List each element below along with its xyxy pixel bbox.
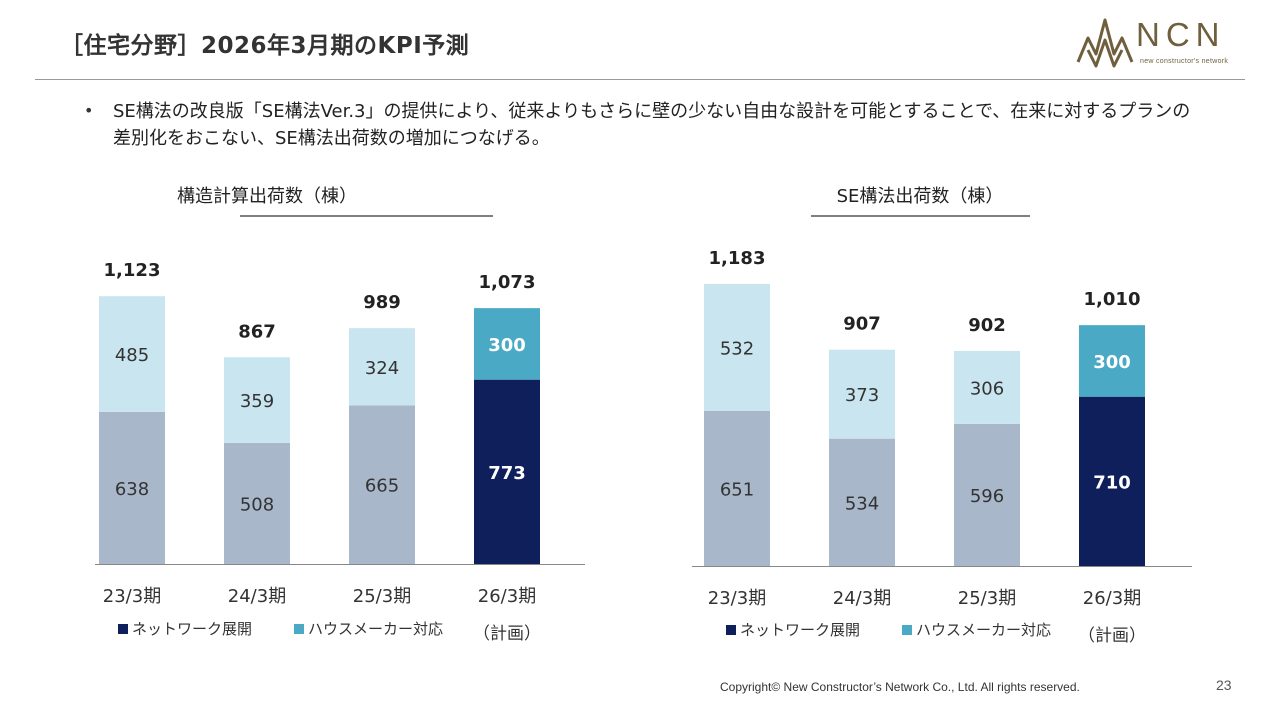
ncn-logo: NCN new constructor's network (1074, 10, 1250, 72)
chart-structural-calc-shipments: 構造計算出荷数（棟） 638 485 1,123 23/3期 508 359 867 24/3期… (95, 186, 585, 644)
bar-network (99, 411, 165, 564)
bar-network (224, 442, 290, 564)
logo-mark-icon (1076, 18, 1134, 68)
data-label-housemaker: 300 (1093, 352, 1131, 373)
chart-se-method-shipments: SE構法出荷数（棟） 651 532 1,183 23/3期 534 373 907 24/3期… (692, 186, 1192, 646)
bar-network (474, 379, 540, 564)
chart-title: 構造計算出荷数（棟） (177, 186, 357, 207)
total-label: 907 (843, 314, 881, 335)
copyright-notice: Copyright© New Constructor’s Network Co.… (720, 680, 1080, 694)
x-tick-label: 24/3期 (228, 586, 286, 607)
total-label: 1,123 (104, 260, 161, 281)
bar-housemaker (99, 296, 165, 412)
data-label-network: 651 (720, 479, 754, 500)
data-label-housemaker: 324 (365, 358, 399, 379)
x-tick-label: 23/3期 (708, 588, 766, 609)
bullet-text: SE構法の改良版「SE構法Ver.3」の提供により、従来よりもさらに壁の少ない自… (113, 101, 1191, 149)
bar-network (954, 423, 1020, 566)
bar-housemaker (474, 308, 540, 380)
data-label-network: 710 (1093, 472, 1131, 493)
x-tick-sublabel: （計画） (1078, 626, 1146, 646)
total-label: 867 (238, 321, 276, 342)
legend-label-housemaker: ハウスメーカー対応 (308, 620, 443, 638)
x-tick-label: 25/3期 (958, 588, 1016, 609)
data-label-housemaker: 373 (845, 385, 879, 406)
x-tick-sublabel: （計画） (473, 624, 541, 644)
chart-title: SE構法出荷数（棟） (837, 186, 1004, 207)
legend-swatch-network (118, 624, 128, 634)
bar-housemaker (1079, 325, 1145, 397)
bar-housemaker (954, 350, 1020, 424)
data-label-housemaker: 306 (970, 378, 1004, 399)
bar-housemaker (704, 283, 770, 411)
data-label-housemaker: 359 (240, 391, 274, 412)
total-label: 989 (363, 292, 401, 313)
data-label-network: 508 (240, 494, 274, 515)
page-number: 23 (1216, 677, 1232, 693)
bar-network (1079, 396, 1145, 566)
data-label-network: 665 (365, 476, 399, 497)
total-label: 1,073 (479, 272, 536, 293)
logo-text: NCN (1136, 16, 1226, 53)
data-label-housemaker: 532 (720, 338, 754, 359)
legend-label-network: ネットワーク展開 (132, 620, 252, 638)
total-label: 1,183 (709, 248, 766, 269)
legend-label-network: ネットワーク展開 (740, 621, 860, 639)
bar-network (704, 410, 770, 566)
data-label-housemaker: 485 (115, 345, 149, 366)
legend-swatch-housemaker (294, 624, 304, 634)
bar-housemaker (224, 357, 290, 443)
data-label-network: 596 (970, 486, 1004, 507)
x-tick-label: 25/3期 (353, 586, 411, 607)
bullet-marker: • (84, 101, 94, 120)
bar-network (349, 405, 415, 564)
data-label-network: 638 (115, 479, 149, 500)
legend-swatch-housemaker (902, 625, 912, 635)
bar-network (829, 438, 895, 566)
x-tick-label: 26/3期 (1083, 588, 1141, 609)
total-label: 1,010 (1084, 289, 1141, 310)
bar-housemaker (829, 349, 895, 439)
header-divider (35, 79, 1245, 80)
data-label-network: 534 (845, 493, 879, 514)
x-tick-label: 23/3期 (103, 586, 161, 607)
slide-title: ［住宅分野］2026年3月期のKPI予測 (60, 33, 470, 59)
x-tick-label: 24/3期 (833, 588, 891, 609)
bar-housemaker (349, 328, 415, 406)
x-tick-label: 26/3期 (478, 586, 536, 607)
legend-swatch-network (726, 625, 736, 635)
legend-label-housemaker: ハウスメーカー対応 (916, 621, 1051, 639)
data-label-housemaker: 300 (488, 335, 526, 356)
data-label-network: 773 (488, 463, 526, 484)
logo-subtext: new constructor's network (1140, 58, 1229, 65)
total-label: 902 (968, 315, 1006, 336)
